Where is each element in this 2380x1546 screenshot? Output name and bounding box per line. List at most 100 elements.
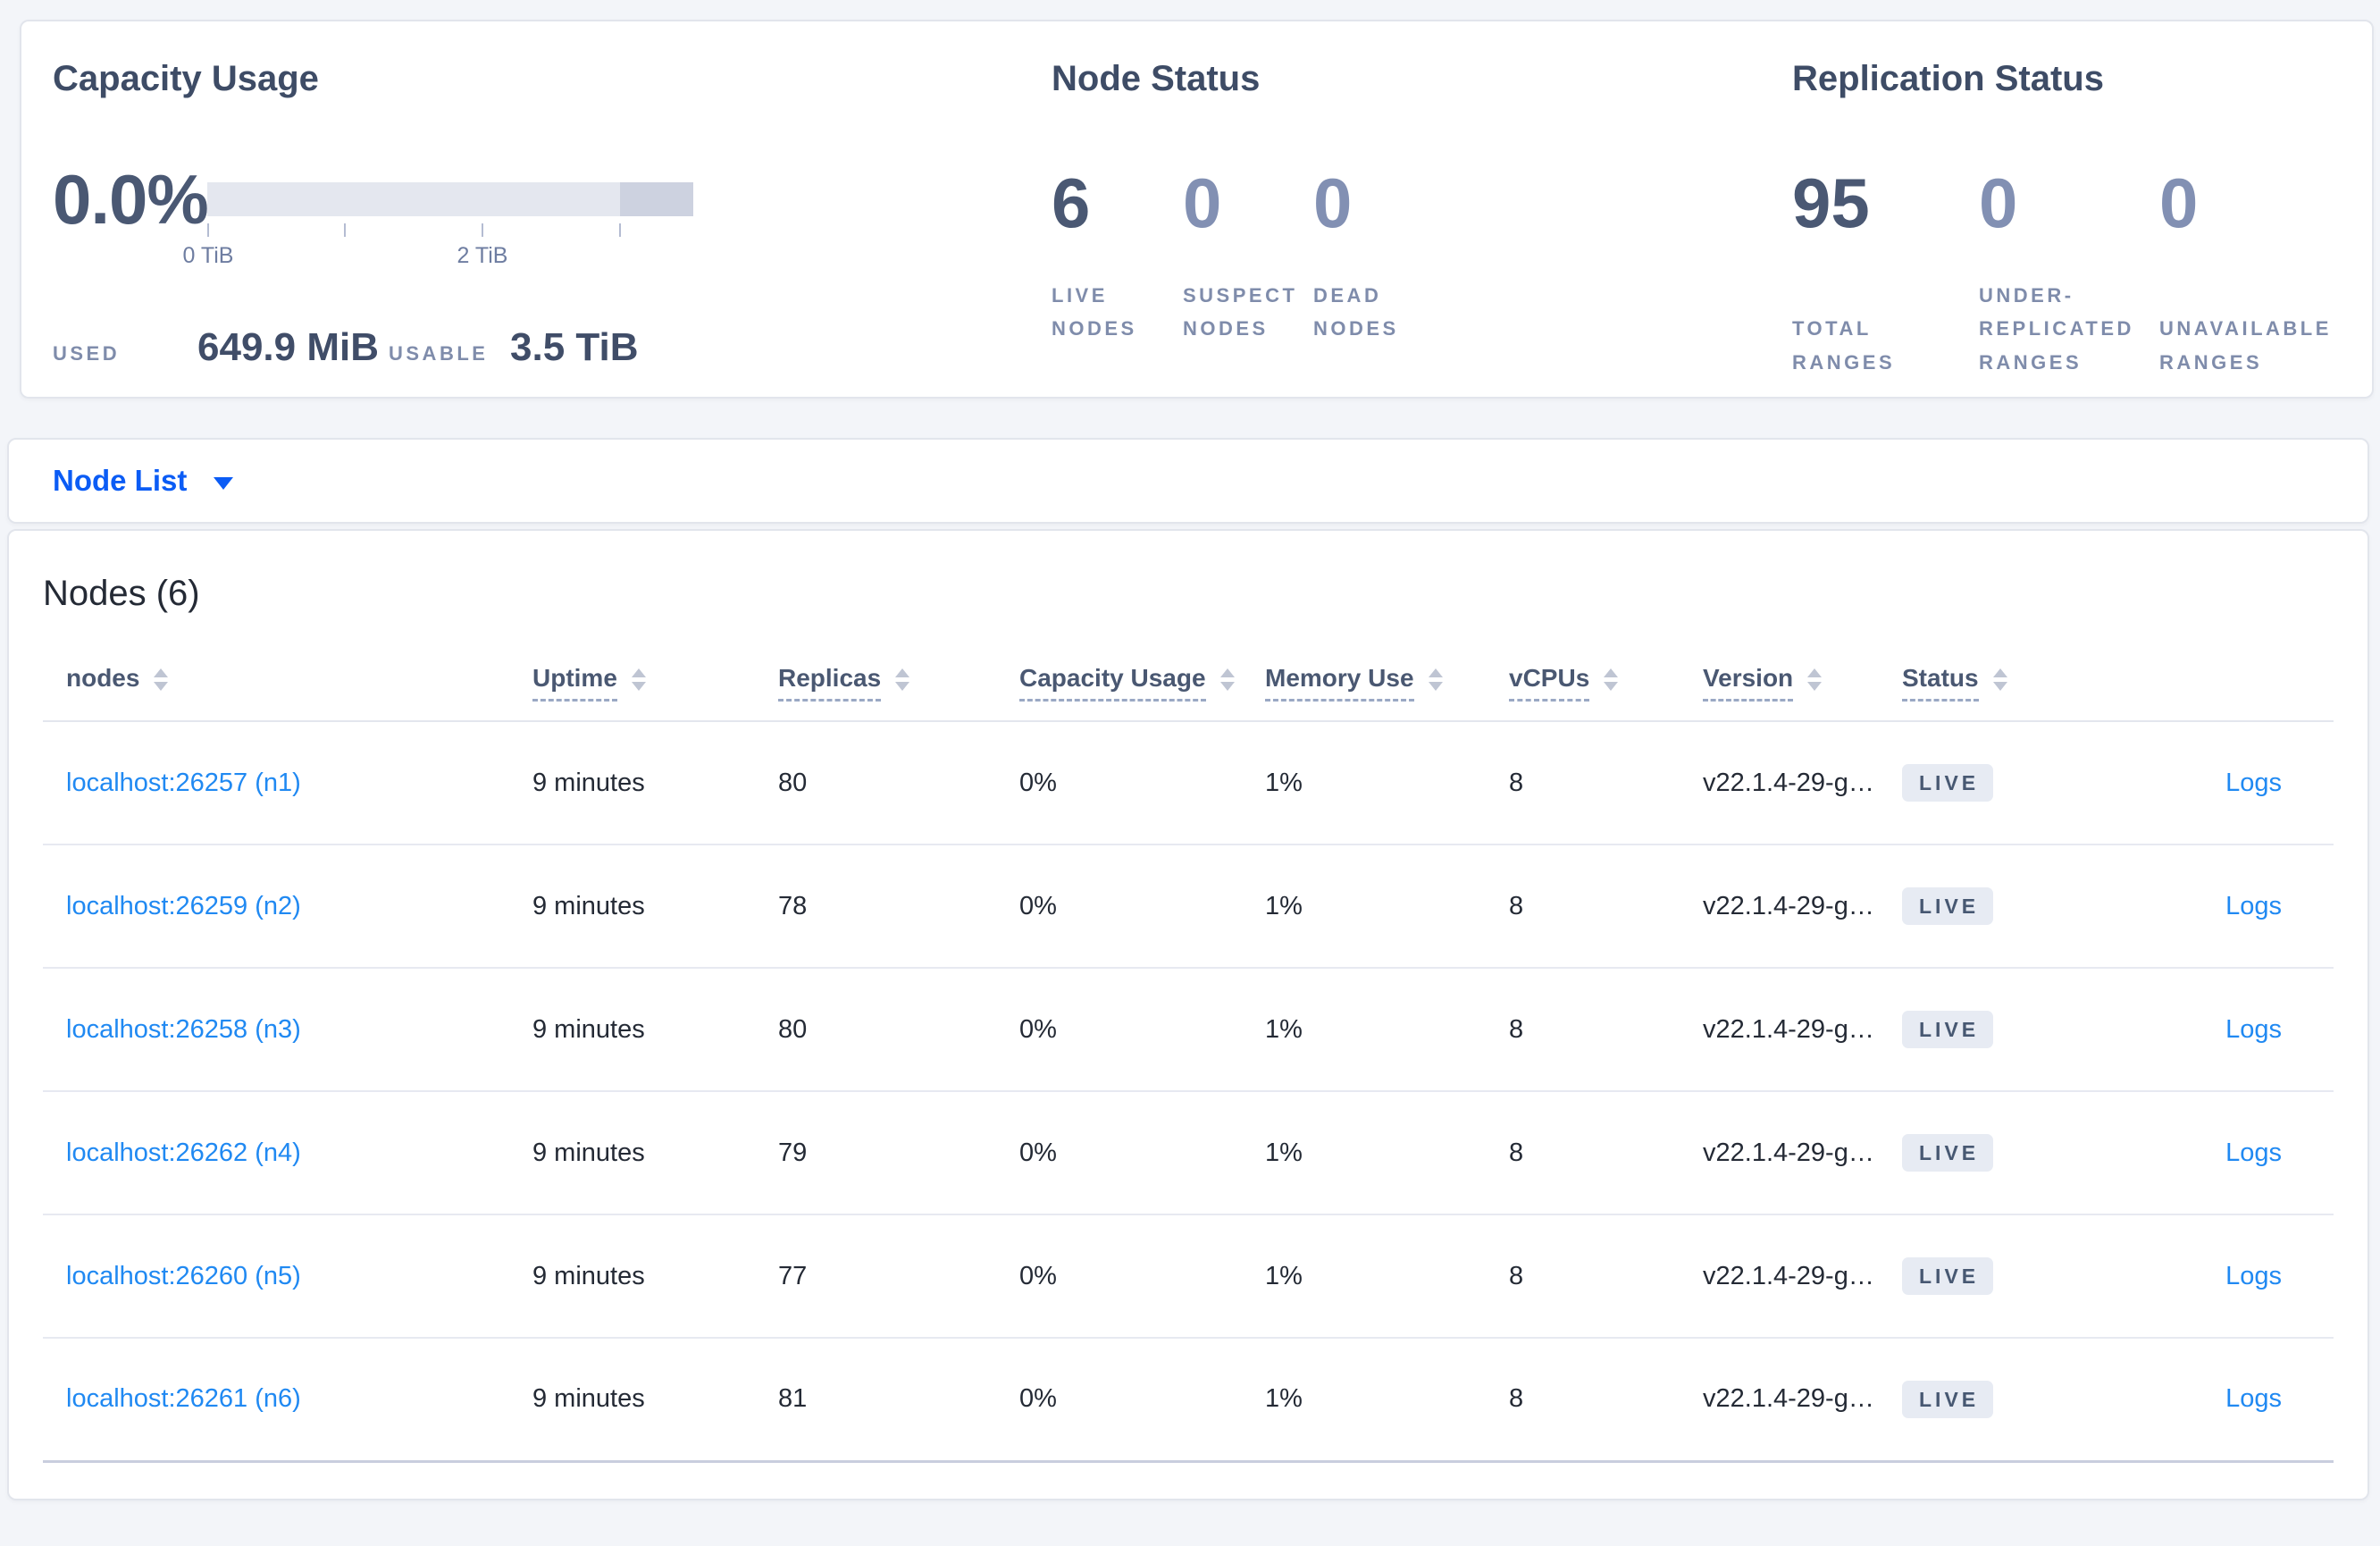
vcpus-cell: 8 <box>1509 1214 1703 1339</box>
capacity-usage-section: Capacity Usage 0.0% 0 TiB 2 TiB USED 649… <box>21 21 1052 397</box>
table-row: localhost:26261 (n6) 9 minutes 81 0% 1% … <box>43 1338 2334 1463</box>
node-link[interactable]: localhost:26257 (n1) <box>66 768 301 797</box>
uptime-cell: 9 minutes <box>532 1091 778 1215</box>
uptime-cell: 9 minutes <box>532 721 778 845</box>
version-cell: v22.1.4-29-g… <box>1703 1338 1902 1463</box>
sort-icon <box>895 668 910 691</box>
vcpus-cell: 8 <box>1509 1338 1703 1463</box>
capacity-cell: 0% <box>1019 721 1265 845</box>
status-badge: LIVE <box>1902 764 1994 802</box>
capacity-cell: 0% <box>1019 844 1265 969</box>
logs-link[interactable]: Logs <box>2225 1261 2282 1290</box>
column-header-version-label: Version <box>1703 664 1794 702</box>
version-cell: v22.1.4-29-g… <box>1703 721 1902 845</box>
table-row: localhost:26259 (n2) 9 minutes 78 0% 1% … <box>43 844 2334 969</box>
suspect-nodes-value: 0 <box>1183 164 1222 242</box>
column-header-capacity-usage[interactable]: Capacity Usage <box>1019 644 1265 722</box>
table-row: localhost:26260 (n5) 9 minutes 77 0% 1% … <box>43 1214 2334 1339</box>
under-replicated-ranges-label: UNDER-REPLICATED RANGES <box>1979 284 2134 374</box>
cluster-summary-card: Capacity Usage 0.0% 0 TiB 2 TiB USED 649… <box>20 20 2374 399</box>
uptime-cell: 9 minutes <box>532 1338 778 1463</box>
column-header-vcpus[interactable]: vCPUs <box>1509 644 1703 722</box>
total-ranges-label: TOTAL RANGES <box>1792 317 1896 374</box>
memory-cell: 1% <box>1265 721 1509 845</box>
replication-status-title: Replication Status <box>1792 59 2104 98</box>
replicas-cell: 80 <box>778 721 1019 845</box>
capacity-tick <box>482 223 483 237</box>
logs-link[interactable]: Logs <box>2225 768 2282 797</box>
capacity-tick <box>344 223 346 237</box>
sort-icon <box>1992 668 2007 691</box>
replicas-cell: 79 <box>778 1091 1019 1215</box>
logs-link[interactable]: Logs <box>2225 891 2282 920</box>
dead-nodes-label: DEAD NODES <box>1313 284 1399 340</box>
node-link[interactable]: localhost:26258 (n3) <box>66 1014 301 1044</box>
node-status-title: Node Status <box>1052 59 1261 98</box>
column-header-memory-use-label: Memory Use <box>1265 664 1414 702</box>
column-header-status[interactable]: Status <box>1902 644 2122 722</box>
table-row: localhost:26257 (n1) 9 minutes 80 0% 1% … <box>43 721 2334 845</box>
node-link[interactable]: localhost:26262 (n4) <box>66 1138 301 1167</box>
capacity-bar-reserved-segment <box>620 182 693 216</box>
node-link[interactable]: localhost:26261 (n6) <box>66 1384 301 1414</box>
unavailable-ranges-label: UNAVAILABLE RANGES <box>2159 317 2332 374</box>
status-badge: LIVE <box>1902 1380 1994 1418</box>
status-badge: LIVE <box>1902 887 1994 925</box>
table-row: localhost:26262 (n4) 9 minutes 79 0% 1% … <box>43 1091 2334 1215</box>
column-header-memory-use[interactable]: Memory Use <box>1265 644 1509 722</box>
vcpus-cell: 8 <box>1509 721 1703 845</box>
column-header-status-label: Status <box>1902 664 1979 702</box>
node-link[interactable]: localhost:26260 (n5) <box>66 1261 301 1290</box>
capacity-tick <box>619 223 621 237</box>
sort-icon <box>1219 668 1235 691</box>
column-header-replicas[interactable]: Replicas <box>778 644 1019 722</box>
logs-link[interactable]: Logs <box>2225 1138 2282 1167</box>
sort-icon <box>631 668 646 691</box>
vcpus-cell: 8 <box>1509 844 1703 969</box>
column-header-version[interactable]: Version <box>1703 644 1902 722</box>
nodes-table-title: Nodes (6) <box>43 574 200 613</box>
column-header-nodes[interactable]: nodes <box>43 644 532 722</box>
node-link[interactable]: localhost:26259 (n2) <box>66 891 301 920</box>
vcpus-cell: 8 <box>1509 968 1703 1092</box>
nodes-table: nodes Uptime Replicas Capacity Usage Mem… <box>43 644 2334 1463</box>
sort-icon <box>1428 668 1443 691</box>
replicas-cell: 77 <box>778 1214 1019 1339</box>
replicas-cell: 78 <box>778 844 1019 969</box>
total-ranges-value: 95 <box>1792 164 1870 242</box>
capacity-cell: 0% <box>1019 1338 1265 1463</box>
replicas-cell: 80 <box>778 968 1019 1092</box>
status-badge: LIVE <box>1902 1257 1994 1295</box>
under-replicated-ranges-value: 0 <box>1979 164 2018 242</box>
capacity-cell: 0% <box>1019 1214 1265 1339</box>
suspect-nodes-label: SUSPECT NODES <box>1183 284 1298 340</box>
node-list-dropdown-label: Node List <box>53 464 188 497</box>
usable-label: USABLE <box>389 342 489 365</box>
column-header-capacity-usage-label: Capacity Usage <box>1019 664 1206 702</box>
logs-link[interactable]: Logs <box>2225 1384 2282 1414</box>
used-label: USED <box>53 342 121 365</box>
column-header-replicas-label: Replicas <box>778 664 882 702</box>
memory-cell: 1% <box>1265 968 1509 1092</box>
column-header-nodes-label: nodes <box>66 663 140 692</box>
node-list-dropdown[interactable]: Node List <box>53 464 234 498</box>
column-header-logs <box>2122 644 2334 722</box>
memory-cell: 1% <box>1265 844 1509 969</box>
live-nodes-value: 6 <box>1052 164 1091 242</box>
node-status-section: Node Status 6 0 0 LIVE NODES SUSPECT NOD… <box>1052 21 1792 397</box>
version-cell: v22.1.4-29-g… <box>1703 968 1902 1092</box>
used-value: 649.9 MiB <box>197 325 379 369</box>
unavailable-ranges-value: 0 <box>2159 164 2199 242</box>
capacity-tick-label-2: 2 TiB <box>457 243 508 268</box>
version-cell: v22.1.4-29-g… <box>1703 1091 1902 1215</box>
sort-icon <box>154 668 169 691</box>
capacity-percent-value: 0.0% <box>53 160 209 239</box>
usable-value: 3.5 TiB <box>510 325 639 369</box>
view-selector-bar: Node List <box>7 438 2369 524</box>
column-header-uptime-label: Uptime <box>532 664 617 702</box>
uptime-cell: 9 minutes <box>532 1214 778 1339</box>
column-header-uptime[interactable]: Uptime <box>532 644 778 722</box>
logs-link[interactable]: Logs <box>2225 1014 2282 1044</box>
version-cell: v22.1.4-29-g… <box>1703 844 1902 969</box>
sort-icon <box>1807 668 1823 691</box>
